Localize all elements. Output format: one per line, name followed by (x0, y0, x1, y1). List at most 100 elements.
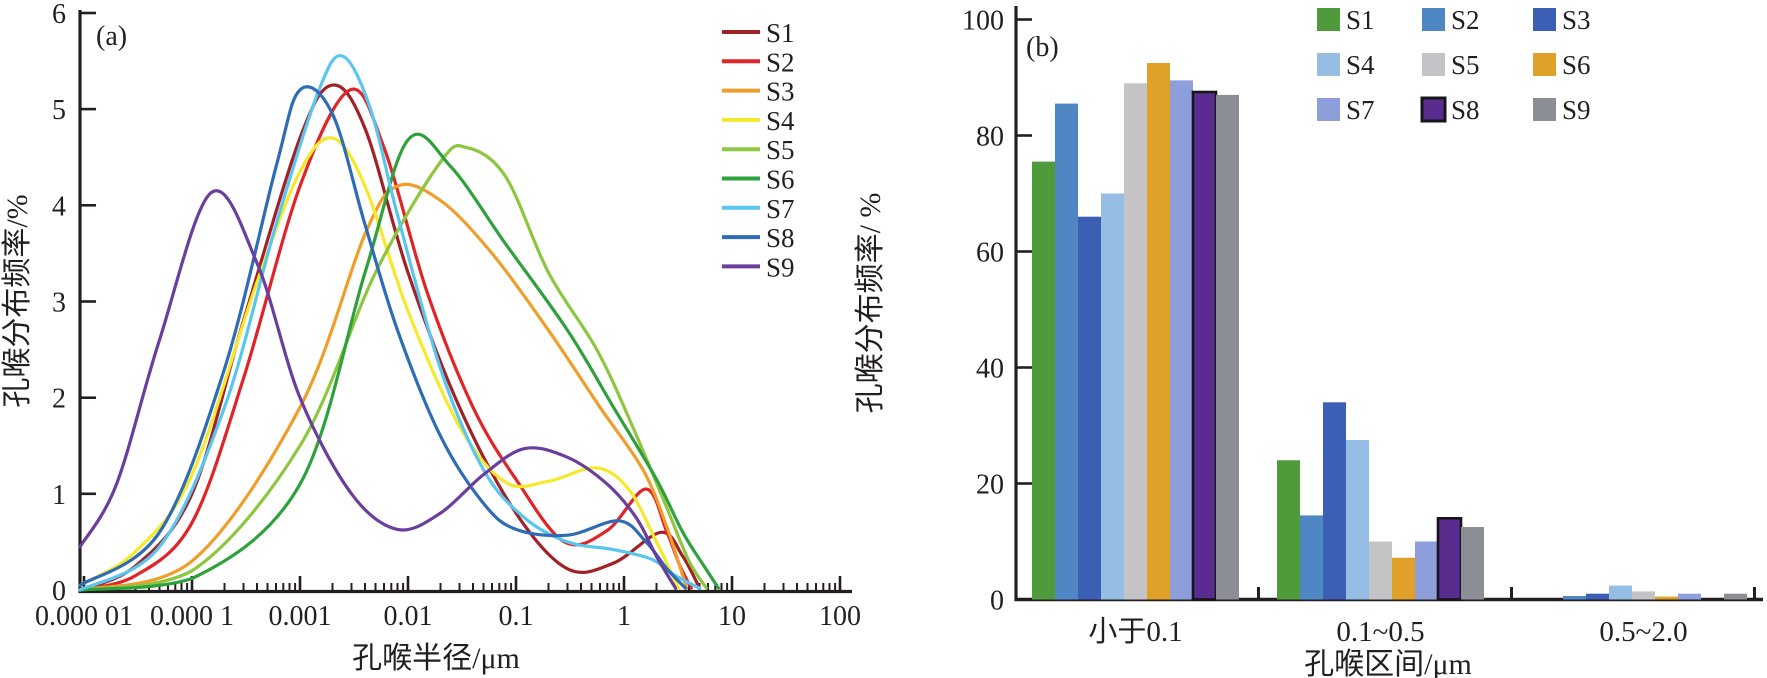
legend-swatch-S7 (1317, 98, 1340, 121)
y-tick-label: 0 (52, 576, 66, 607)
legend-label-S4: S4 (766, 106, 795, 136)
series-line-S1 (78, 83, 702, 592)
panel-a-series (78, 54, 721, 592)
legend-label-S3: S3 (766, 77, 795, 107)
bar-S1-group2 (1277, 460, 1300, 600)
series-line-S2 (78, 87, 693, 592)
category-label: 0.1~0.5 (1336, 616, 1424, 648)
panel-b-xlabel: 孔喉区间/μm (1304, 648, 1472, 678)
x-tick-label: 0.01 (384, 601, 433, 632)
x-tick-label: 0.001 (269, 601, 332, 632)
legend-swatch-S5 (1422, 53, 1445, 76)
series-line-S3 (78, 182, 689, 592)
bar-S4-group3 (1609, 585, 1632, 600)
panel-a-tick-labels: 0 1 2 3 4 5 6 0.000 01 0.000 1 0.001 0.01 0.1 1 10 100 (35, 0, 861, 632)
legend-label-S2: S2 (1451, 5, 1480, 35)
legend-swatch-S9 (1533, 98, 1556, 121)
bar-S9-group1 (1216, 94, 1239, 600)
bar-S1-group1 (1032, 161, 1055, 600)
category-label: 0.5~2.0 (1599, 616, 1687, 648)
bar-S7-group3 (1678, 593, 1701, 600)
legend-label-S9: S9 (1562, 95, 1591, 125)
bar-S9-group3 (1724, 593, 1747, 600)
panel-a-ylabel: 孔喉分布频率/% (1, 194, 34, 407)
series-line-S8 (78, 85, 687, 590)
bar-S3-group1 (1078, 216, 1101, 600)
bar-S3-group2 (1323, 402, 1346, 600)
bar-S3-group3 (1586, 593, 1609, 600)
series-line-S4 (78, 136, 681, 590)
bar-S6-group1 (1147, 63, 1170, 600)
y-tick-label: 100 (962, 6, 1004, 37)
y-tick-label: 1 (52, 480, 66, 511)
panel-a: 0 1 2 3 4 5 6 0.000 01 0.000 1 0.001 0.01 0.1 1 10 100… (35, 0, 861, 632)
legend-label-S1: S1 (1346, 5, 1375, 35)
bar-S5-group3 (1632, 591, 1655, 600)
bar-S8-group1 (1191, 90, 1218, 601)
bar-S6-group2 (1392, 557, 1415, 600)
y-tick-label: 4 (52, 191, 66, 222)
panel-b-bars (1032, 63, 1747, 601)
panel-b-tag: (b) (1026, 32, 1059, 63)
bar-S9-group2 (1461, 527, 1484, 600)
panel-a-tag: (a) (96, 21, 127, 52)
bar-S4-group1 (1101, 193, 1124, 600)
legend-label-S6: S6 (1562, 50, 1591, 80)
legend-label-S2: S2 (766, 47, 795, 77)
legend-swatch-S8 (1420, 96, 1447, 123)
category-label: 小于0.1 (1088, 616, 1182, 648)
legend-label-S4: S4 (1346, 50, 1375, 80)
x-tick-label: 1 (617, 601, 631, 632)
bar-S2-group1 (1055, 103, 1078, 600)
y-tick-label: 20 (976, 470, 1004, 501)
legend-swatch-S3 (1533, 8, 1556, 31)
series-line-S9 (78, 189, 678, 590)
panel-b-tick-labels: 0 20 40 60 80 100 小于0.1 0.1~0.5 0.5~2.0 (962, 6, 1688, 649)
panel-b-legend: S1 S2 S3 S4 S5 S6 S7 S8 S9 (1317, 5, 1591, 125)
legend-label-S5: S5 (766, 135, 795, 165)
legend-swatch-S1 (1317, 8, 1340, 31)
x-tick-label: 0.1 (499, 601, 534, 632)
bar-S8-group2 (1436, 516, 1463, 601)
bar-S4-group2 (1346, 440, 1369, 600)
legend-label-S1: S1 (766, 18, 795, 48)
panel-a-xlabel: 孔喉半径/μm (352, 642, 520, 675)
legend-label-S8: S8 (766, 223, 795, 253)
legend-swatch-S6 (1533, 53, 1556, 76)
y-tick-label: 2 (52, 384, 66, 415)
y-tick-label: 0 (990, 586, 1004, 617)
y-tick-label: 5 (52, 95, 66, 126)
legend-label-S8: S8 (1451, 95, 1480, 125)
series-line-S6 (78, 132, 721, 592)
bar-S7-group1 (1170, 80, 1193, 600)
legend-label-S6: S6 (766, 165, 795, 195)
bar-S5-group2 (1369, 541, 1392, 600)
y-tick-label: 60 (976, 238, 1004, 269)
y-tick-label: 6 (52, 0, 66, 30)
x-tick-label: 100 (819, 601, 861, 632)
bar-S5-group1 (1124, 83, 1147, 600)
y-tick-label: 3 (52, 288, 66, 319)
x-tick-label: 10 (718, 601, 746, 632)
legend-label-S3: S3 (1562, 5, 1591, 35)
bar-S7-group2 (1415, 541, 1438, 600)
legend-swatch-S2 (1422, 8, 1445, 31)
bar-S6-group3 (1655, 596, 1678, 600)
bar-S2-group3 (1563, 596, 1586, 600)
y-tick-label: 40 (976, 354, 1004, 385)
series-line-S7 (78, 54, 702, 592)
legend-swatch-S4 (1317, 53, 1340, 76)
bar-S2-group2 (1300, 515, 1323, 600)
panel-a-axes (78, 10, 852, 594)
legend-label-S5: S5 (1451, 50, 1480, 80)
x-tick-label: 0.000 01 (35, 601, 133, 632)
y-tick-label: 80 (976, 122, 1004, 153)
legend-label-S7: S7 (1346, 95, 1375, 125)
panel-b-ylabel: 孔喉分布频率/ % (854, 193, 887, 414)
legend-label-S9: S9 (766, 252, 795, 282)
legend-label-S7: S7 (766, 194, 795, 224)
